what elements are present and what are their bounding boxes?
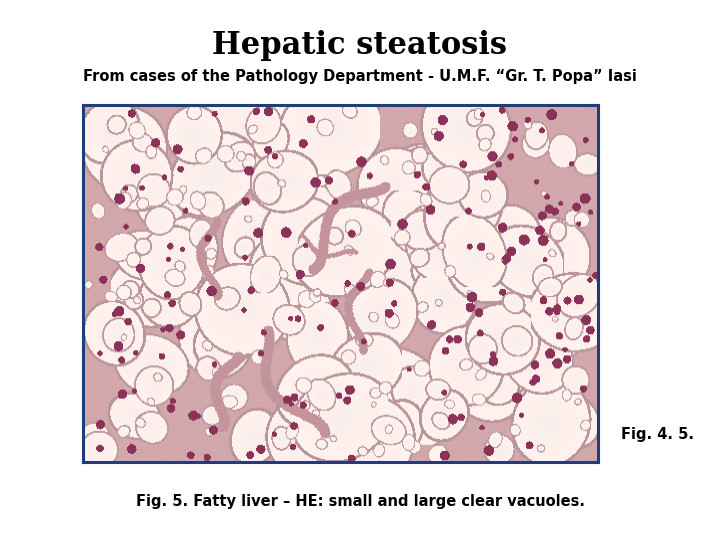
Text: Fig. 4. 5.: Fig. 4. 5. (621, 427, 693, 442)
Text: From cases of the Pathology Department - U.M.F. “Gr. T. Popa” Iasi: From cases of the Pathology Department -… (83, 69, 637, 84)
Text: Fig. 5. Fatty liver – HE: small and large clear vacuoles.: Fig. 5. Fatty liver – HE: small and larg… (135, 494, 585, 509)
Text: Hepatic steatosis: Hepatic steatosis (212, 30, 508, 62)
